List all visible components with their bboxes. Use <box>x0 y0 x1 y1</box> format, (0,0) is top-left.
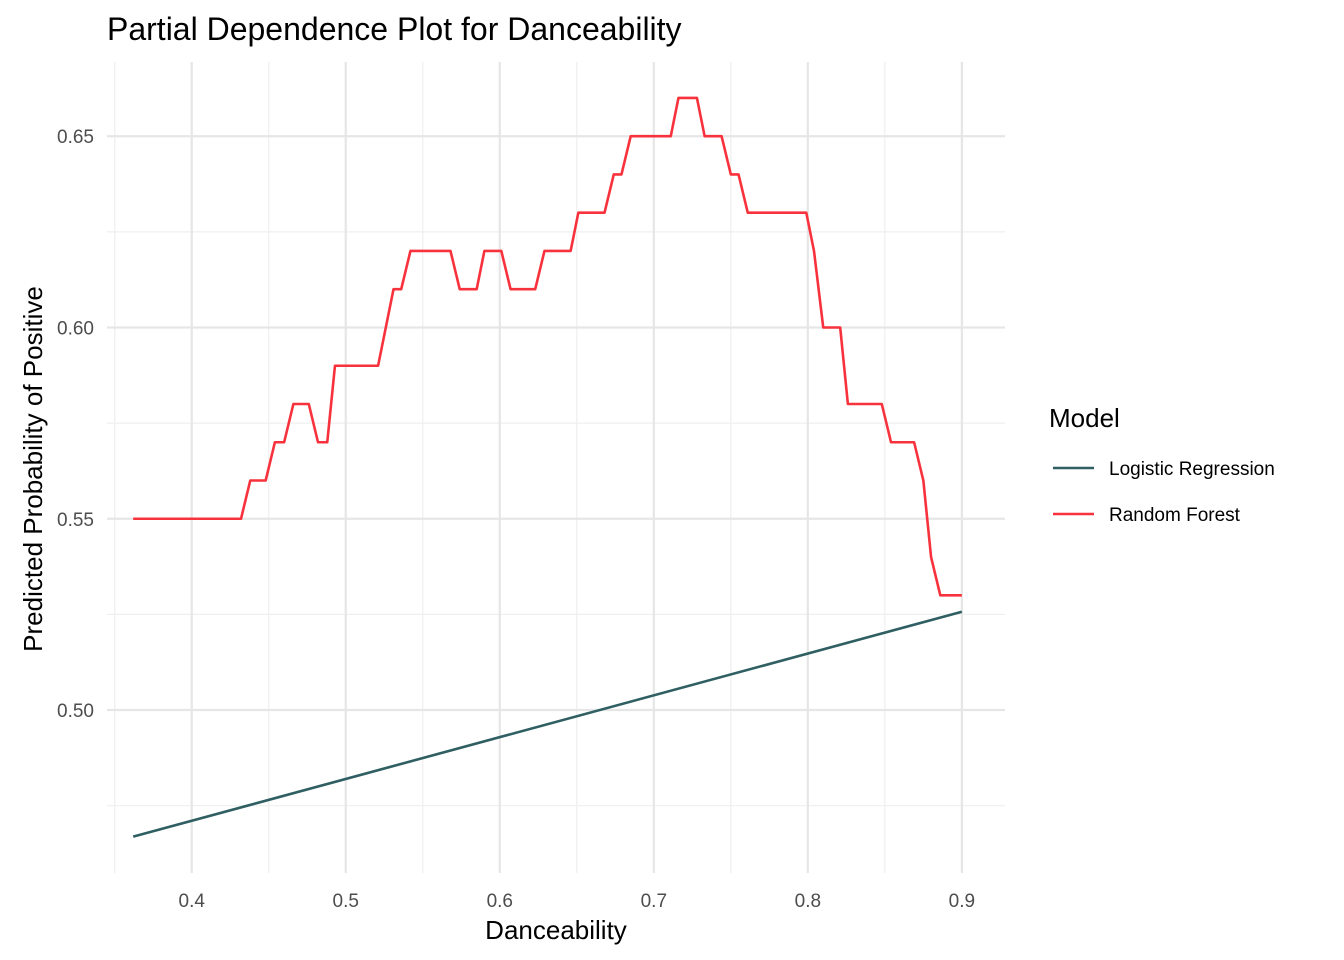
x-tick-label: 0.8 <box>795 891 821 912</box>
legend-label: Logistic Regression <box>1109 459 1275 480</box>
y-axis-title: Predicted Probability of Positive <box>18 286 48 652</box>
chart-title: Partial Dependence Plot for Danceability <box>107 11 682 47</box>
x-tick-label: 0.4 <box>179 891 206 912</box>
x-tick-label: 0.6 <box>487 891 513 912</box>
x-tick-label: 0.5 <box>333 891 359 912</box>
logistic-regression-line <box>132 610 963 838</box>
random-forest-line <box>133 96 962 597</box>
x-tick-label: 0.9 <box>949 891 975 912</box>
series-lines <box>132 96 963 838</box>
x-axis-title: Danceability <box>485 915 627 945</box>
x-tick-label: 0.7 <box>641 891 667 912</box>
x-axis: 0.4 0.5 0.6 0.7 0.8 0.9 <box>179 891 976 912</box>
grid <box>107 62 1005 873</box>
y-tick-label: 0.55 <box>57 510 94 531</box>
y-tick-label: 0.60 <box>57 318 94 339</box>
legend-label: Random Forest <box>1109 505 1241 526</box>
y-tick-label: 0.65 <box>57 127 94 148</box>
legend-title: Model <box>1049 403 1120 433</box>
y-tick-label: 0.50 <box>57 701 94 722</box>
legend: Model Logistic Regression Random Forest <box>1049 403 1275 526</box>
y-axis: 0.50 0.55 0.60 0.65 <box>57 127 94 722</box>
